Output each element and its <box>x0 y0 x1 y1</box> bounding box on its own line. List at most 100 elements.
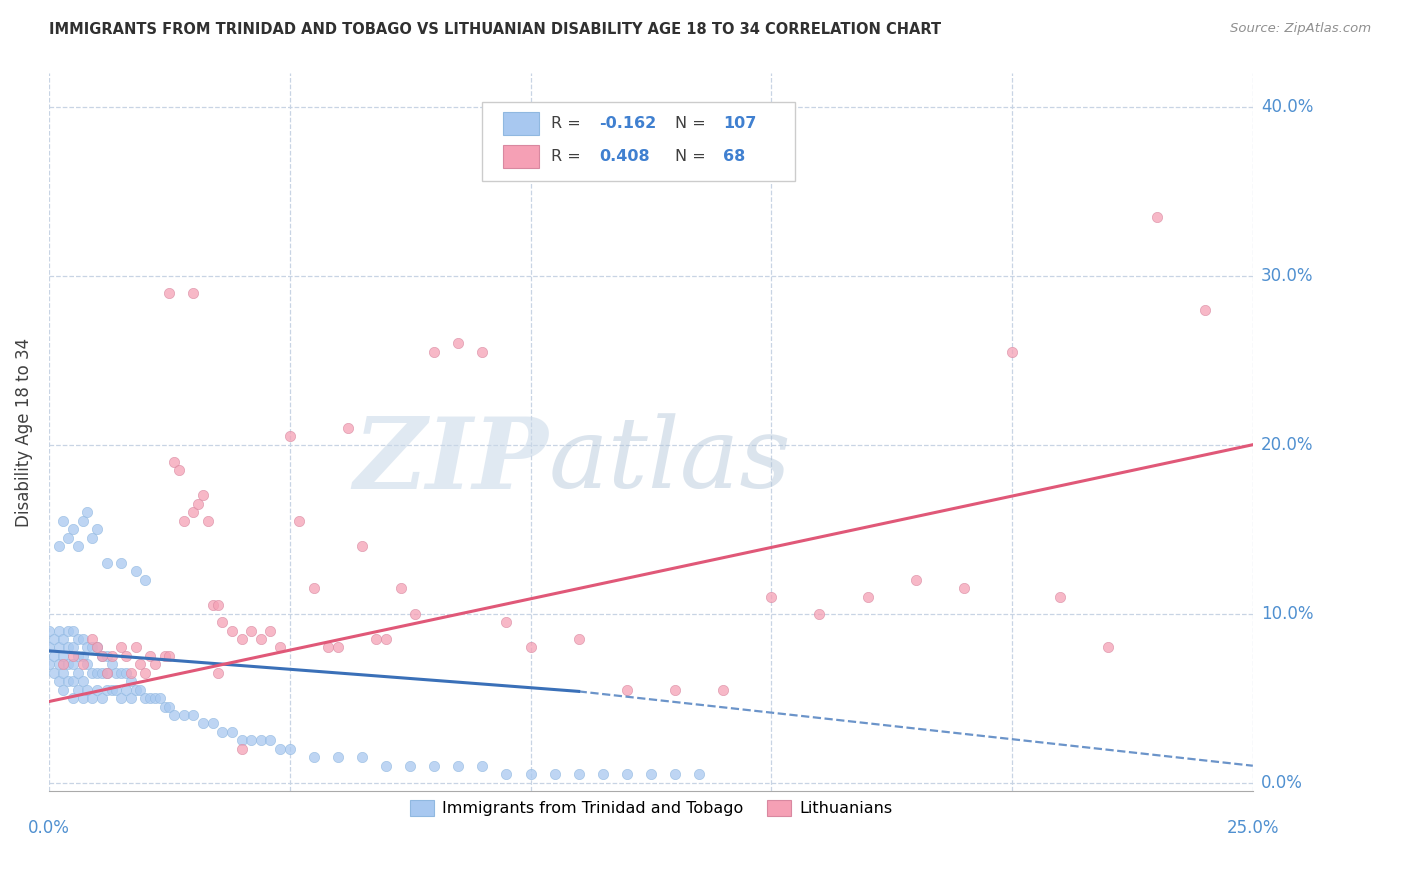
Point <box>149 691 172 706</box>
Point <box>96 665 118 680</box>
Point <box>48 640 70 655</box>
Text: R =: R = <box>551 117 586 131</box>
Point <box>157 699 180 714</box>
Point <box>86 665 108 680</box>
Point <box>91 665 114 680</box>
Point <box>76 657 98 672</box>
Point <box>211 725 233 739</box>
Point <box>91 648 114 663</box>
Point <box>495 767 517 781</box>
Point <box>129 682 152 697</box>
Point <box>143 657 166 672</box>
Point <box>66 632 89 646</box>
Point <box>183 505 205 519</box>
Text: -0.162: -0.162 <box>599 117 657 131</box>
Point <box>91 648 114 663</box>
Point <box>231 742 253 756</box>
Point <box>664 767 686 781</box>
Point <box>72 691 94 706</box>
Point <box>191 716 214 731</box>
Text: 30.0%: 30.0% <box>1261 267 1313 285</box>
Point <box>1001 344 1024 359</box>
Point <box>143 691 166 706</box>
Text: 40.0%: 40.0% <box>1261 98 1313 116</box>
Text: 25.0%: 25.0% <box>1226 819 1279 837</box>
Point <box>62 648 84 663</box>
Point <box>110 665 132 680</box>
Point <box>153 699 176 714</box>
Point <box>404 607 426 621</box>
Point <box>86 640 108 655</box>
Point <box>86 522 108 536</box>
Point <box>42 632 65 646</box>
Point <box>447 336 470 351</box>
Text: 20.0%: 20.0% <box>1261 435 1313 454</box>
Point <box>115 665 138 680</box>
Point <box>1194 302 1216 317</box>
Point <box>62 640 84 655</box>
Point <box>904 573 927 587</box>
Point <box>519 640 541 655</box>
Point <box>96 648 118 663</box>
Point <box>82 632 104 646</box>
Point <box>58 674 80 689</box>
Point <box>183 285 205 300</box>
Point <box>375 758 398 772</box>
Point <box>66 648 89 663</box>
Point <box>42 648 65 663</box>
Point <box>139 691 162 706</box>
Text: atlas: atlas <box>548 413 792 508</box>
Point <box>96 682 118 697</box>
Point <box>197 514 219 528</box>
Point <box>336 421 359 435</box>
Point <box>96 665 118 680</box>
FancyBboxPatch shape <box>503 145 538 168</box>
Point <box>124 682 146 697</box>
Point <box>250 632 273 646</box>
Point <box>42 665 65 680</box>
Point <box>269 640 291 655</box>
Point <box>664 682 686 697</box>
Point <box>100 648 122 663</box>
Point <box>616 682 638 697</box>
Point <box>711 682 734 697</box>
Point <box>173 514 195 528</box>
Point <box>423 758 446 772</box>
Point <box>48 674 70 689</box>
Point <box>115 648 138 663</box>
Point <box>105 665 128 680</box>
Text: ZIP: ZIP <box>353 412 548 509</box>
Point <box>52 648 75 663</box>
Point <box>856 590 879 604</box>
Point <box>471 344 494 359</box>
Point <box>519 767 541 781</box>
Point <box>288 514 311 528</box>
Text: N =: N = <box>675 149 711 164</box>
Point <box>201 598 224 612</box>
Point <box>52 514 75 528</box>
Point <box>62 674 84 689</box>
Point <box>616 767 638 781</box>
Text: N =: N = <box>675 117 711 131</box>
Point <box>183 708 205 723</box>
Point <box>72 674 94 689</box>
Point <box>66 539 89 553</box>
Legend: Immigrants from Trinidad and Tobago, Lithuanians: Immigrants from Trinidad and Tobago, Lit… <box>404 793 898 822</box>
Point <box>207 598 229 612</box>
Point <box>191 488 214 502</box>
Text: Source: ZipAtlas.com: Source: ZipAtlas.com <box>1230 22 1371 36</box>
Point <box>1097 640 1119 655</box>
Point <box>259 733 281 747</box>
Point <box>423 344 446 359</box>
Point <box>157 285 180 300</box>
FancyBboxPatch shape <box>482 102 796 181</box>
Point <box>76 682 98 697</box>
Point <box>163 708 186 723</box>
Point <box>326 640 349 655</box>
Point <box>231 632 253 646</box>
Point <box>640 767 662 781</box>
Point <box>100 657 122 672</box>
Point <box>105 682 128 697</box>
Point <box>240 733 263 747</box>
Point <box>48 539 70 553</box>
